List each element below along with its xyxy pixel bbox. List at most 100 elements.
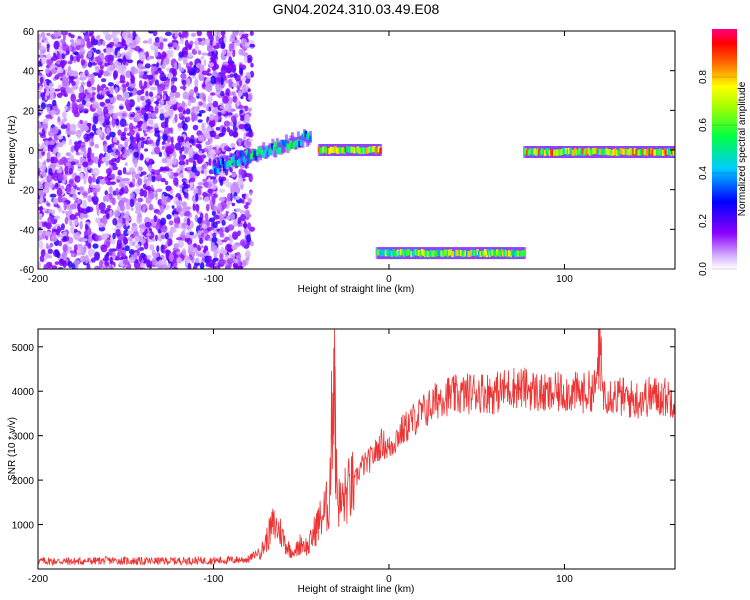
noise-blob <box>117 244 122 249</box>
tone-cell <box>556 149 559 156</box>
noise-blob <box>205 141 211 146</box>
noise-blob <box>124 148 128 157</box>
tone-cell <box>669 150 672 157</box>
noise-blob <box>142 203 148 210</box>
noise-blob <box>61 53 65 60</box>
noise-blob <box>212 100 219 108</box>
tone-cell <box>582 150 586 156</box>
tone-cell <box>471 249 475 256</box>
noise-blob <box>91 196 95 202</box>
noise-blob <box>215 36 219 42</box>
noise-blob <box>154 36 160 43</box>
tone-cell <box>242 156 246 163</box>
noise-blob <box>77 162 83 167</box>
tone-cell <box>557 149 560 156</box>
noise-blob <box>169 96 177 105</box>
noise-blob <box>236 255 242 260</box>
tone-cell <box>353 147 357 154</box>
tone-cell <box>453 251 457 258</box>
tone-cell <box>428 251 431 258</box>
noise-blob <box>69 214 77 221</box>
noise-blob <box>116 179 120 183</box>
noise-blob <box>129 192 135 200</box>
noise-blob <box>161 158 168 164</box>
noise-blob <box>132 142 138 148</box>
noise-blob <box>81 199 87 209</box>
tone-cell <box>434 251 437 258</box>
tone-cell <box>514 251 517 258</box>
noise-blob <box>133 261 141 269</box>
y-tick-label: 5000 <box>12 343 35 354</box>
noise-blob <box>103 70 110 77</box>
tone-cell <box>493 249 496 256</box>
noise-blob <box>142 122 148 131</box>
noise-blob <box>112 112 118 120</box>
tone-cell <box>566 149 569 156</box>
tone-cell <box>465 250 469 257</box>
noise-blob <box>239 209 245 214</box>
tone-cell <box>437 249 440 256</box>
noise-blob <box>60 31 68 36</box>
noise-blob <box>97 86 104 91</box>
noise-blob <box>160 234 166 240</box>
noise-blob <box>232 31 239 36</box>
noise-blob <box>117 58 124 63</box>
noise-blob <box>167 43 174 48</box>
noise-blob <box>188 44 192 50</box>
noise-blob <box>78 51 85 56</box>
noise-blob <box>95 49 101 55</box>
noise-blob <box>234 74 241 82</box>
noise-blob <box>57 67 64 74</box>
noise-blob <box>174 113 178 123</box>
snr-x-axis-label: Height of straight line (km) <box>298 584 415 595</box>
tone-cell <box>254 154 258 161</box>
noise-blob <box>57 116 61 123</box>
tone-cell <box>488 251 491 258</box>
tone-cell <box>575 149 578 156</box>
noise-blob <box>234 195 241 200</box>
noise-blob <box>185 232 191 240</box>
noise-blob <box>154 105 159 114</box>
noise-blob <box>116 223 122 227</box>
tone-cell <box>479 251 482 257</box>
noise-blob <box>201 223 207 229</box>
noise-blob <box>56 72 64 77</box>
noise-blob <box>208 157 212 166</box>
noise-blob <box>101 156 109 163</box>
noise-blob <box>249 240 254 247</box>
noise-blob <box>208 169 214 175</box>
noise-blob <box>143 112 149 122</box>
noise-blob <box>73 110 80 118</box>
noise-blob <box>223 120 230 127</box>
noise-blob <box>154 49 159 57</box>
noise-blob <box>54 261 59 265</box>
tone-cell <box>671 148 674 154</box>
noise-blob <box>40 102 46 110</box>
noise-blob <box>164 104 171 111</box>
noise-blob <box>75 99 82 103</box>
noise-blob <box>58 259 65 266</box>
noise-blob <box>220 77 224 86</box>
noise-blob <box>174 77 178 82</box>
noise-blob <box>219 258 227 265</box>
tone-cell <box>659 148 662 155</box>
noise-blob <box>77 133 81 139</box>
noise-blob <box>71 80 76 86</box>
tone-cell <box>368 146 372 153</box>
noise-blob <box>219 252 224 260</box>
noise-blob <box>42 249 46 256</box>
noise-blob <box>115 119 120 126</box>
tone-cell <box>455 249 458 256</box>
tone-cell <box>597 148 601 155</box>
noise-blob <box>169 143 175 152</box>
noise-blob <box>148 264 153 269</box>
noise-blob <box>70 42 78 47</box>
noise-blob <box>48 208 53 214</box>
noise-blob <box>78 91 86 101</box>
tone-cell <box>373 146 376 152</box>
tone-cell <box>377 146 381 153</box>
tone-cell <box>364 147 367 154</box>
noise-blob <box>125 171 131 176</box>
noise-blob <box>139 263 146 268</box>
noise-blob <box>235 207 242 212</box>
